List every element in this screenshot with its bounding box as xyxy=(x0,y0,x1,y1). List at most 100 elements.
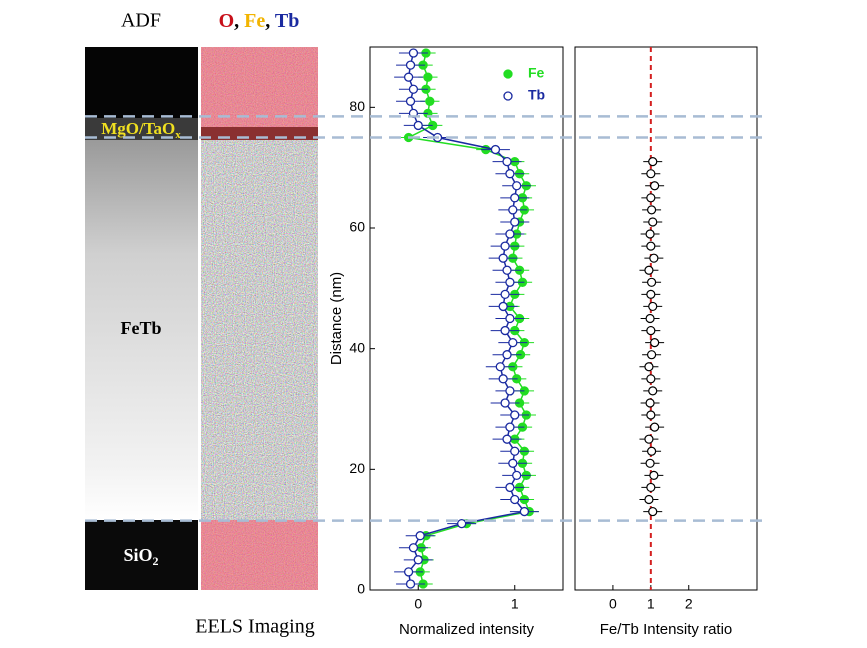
map-label-part: O xyxy=(219,10,235,32)
data-point xyxy=(646,410,656,420)
data-point xyxy=(648,157,658,167)
data-point xyxy=(498,374,508,384)
legend-marker xyxy=(503,91,513,101)
y-tick-label: 20 xyxy=(349,460,365,476)
data-point xyxy=(650,181,660,191)
data-point xyxy=(502,350,512,360)
data-point xyxy=(498,301,508,312)
y-axis-label: Distance (nm) xyxy=(328,272,345,365)
data-point xyxy=(423,72,433,82)
data-point xyxy=(505,277,515,287)
data-point xyxy=(644,265,654,275)
data-point xyxy=(502,434,512,444)
data-point xyxy=(403,567,414,577)
substrate-label: SiO2 xyxy=(123,545,158,568)
adf-image xyxy=(85,47,198,590)
data-point xyxy=(646,205,657,215)
map-label-part: , xyxy=(234,10,244,32)
data-point xyxy=(519,506,530,517)
y-tick-label: 40 xyxy=(349,339,365,355)
data-point xyxy=(648,301,658,312)
data-point xyxy=(502,265,512,275)
legend-label: Tb xyxy=(528,87,545,103)
legend-marker xyxy=(503,69,513,79)
data-point xyxy=(646,193,656,203)
data-point xyxy=(403,72,414,82)
data-point xyxy=(413,120,423,131)
x-tick-label: 1 xyxy=(647,596,655,612)
data-point xyxy=(490,144,501,155)
data-point xyxy=(508,205,518,215)
data-point xyxy=(510,494,520,505)
x-axis-label: Fe/Tb Intensity ratio xyxy=(600,621,733,638)
data-point xyxy=(405,60,416,70)
data-point xyxy=(510,410,520,420)
x-tick-label: 0 xyxy=(414,596,422,612)
data-point xyxy=(510,217,520,227)
data-point xyxy=(415,531,425,541)
data-point xyxy=(405,96,416,106)
data-point xyxy=(500,289,510,300)
y-tick-label: 60 xyxy=(349,219,365,235)
legend-label: Fe xyxy=(528,65,545,81)
data-point xyxy=(645,313,655,324)
data-point xyxy=(644,362,654,372)
cap-text: MgO/TaO xyxy=(101,119,175,138)
data-point xyxy=(500,241,510,251)
substrate-sub: 2 xyxy=(153,554,159,568)
film-label: FeTb xyxy=(120,318,161,338)
data-point xyxy=(646,277,657,287)
data-point xyxy=(457,518,467,529)
x-tick-label: 2 xyxy=(685,596,693,612)
x-tick-label: 0 xyxy=(609,596,617,612)
map-label: O, Fe, Tb xyxy=(219,10,300,32)
data-point xyxy=(508,458,518,468)
data-point xyxy=(644,494,654,505)
data-point xyxy=(495,362,505,372)
data-point xyxy=(425,96,435,106)
data-point xyxy=(646,482,656,493)
data-point xyxy=(508,337,518,348)
data-point xyxy=(645,229,655,239)
data-point xyxy=(405,579,416,589)
data-point xyxy=(498,253,508,263)
data-point xyxy=(646,350,657,360)
data-point xyxy=(646,241,656,251)
caption: EELS Imaging xyxy=(195,616,314,638)
map-label-part: Fe xyxy=(244,10,265,32)
y-tick-label: 0 xyxy=(357,581,365,597)
data-point xyxy=(649,470,659,480)
data-point xyxy=(648,506,658,517)
data-point xyxy=(408,48,419,58)
data-point xyxy=(650,422,660,432)
data-point xyxy=(512,181,522,191)
data-point xyxy=(408,543,419,553)
cap-label: MgO/TaOx xyxy=(101,119,181,141)
data-point xyxy=(645,458,655,468)
plot-frame xyxy=(574,46,758,591)
data-point xyxy=(649,253,659,263)
data-point xyxy=(510,446,520,456)
data-point xyxy=(646,374,656,384)
x-axis-label: Normalized intensity xyxy=(399,621,535,638)
data-point xyxy=(648,217,658,227)
cap-sub: x xyxy=(175,129,181,141)
map-label-part: , xyxy=(265,10,275,32)
data-point xyxy=(413,555,423,565)
data-point xyxy=(645,398,655,408)
data-point xyxy=(648,386,658,396)
y-tick-label: 80 xyxy=(349,98,365,114)
data-point xyxy=(505,482,515,493)
adf-label: ADF xyxy=(121,10,161,32)
eels-map xyxy=(201,47,318,590)
data-point xyxy=(510,193,520,203)
data-point xyxy=(650,338,660,348)
data-point xyxy=(408,84,419,94)
data-point xyxy=(646,446,657,456)
data-point xyxy=(505,386,515,396)
x-tick-label: 1 xyxy=(511,596,519,612)
data-point xyxy=(505,169,515,179)
plot-frame xyxy=(369,46,564,591)
data-point xyxy=(505,229,515,239)
